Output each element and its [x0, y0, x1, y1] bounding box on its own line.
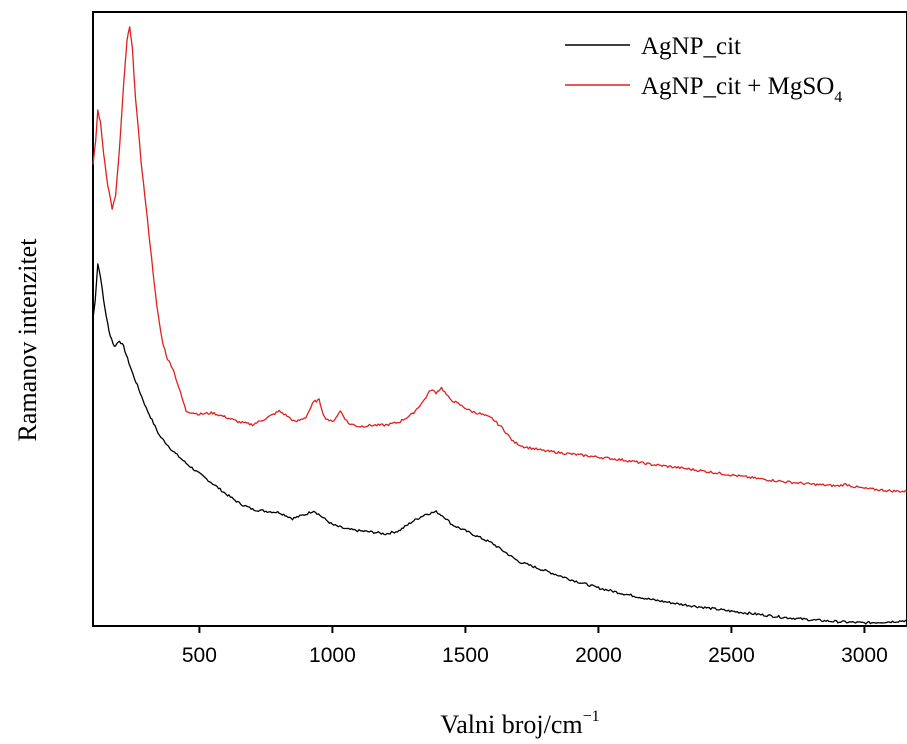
x-tick-label: 1500: [442, 644, 489, 667]
legend-label-subscript: 4: [834, 89, 842, 106]
series-line-agnp-cit: [92, 263, 907, 625]
series-layer: [92, 26, 907, 625]
x-tick-label: 500: [182, 644, 217, 667]
x-axis-title-superscript: −1: [583, 708, 600, 725]
plot-frame: [92, 11, 907, 627]
x-axis-ticks: 500 1000 1500 2000 2500 3000: [182, 626, 888, 667]
x-tick-label: 2500: [708, 644, 755, 667]
x-tick-label: 3000: [841, 644, 888, 667]
y-axis-title: Ramanov intenzitet: [13, 238, 42, 442]
x-tick-label: 2000: [575, 644, 622, 667]
x-axis-title: Valni broj/cm−1: [440, 708, 599, 739]
legend-label-agnp-cit: AgNP_cit: [641, 33, 741, 60]
legend-label-agnp-cit-mgso4: AgNP_cit + MgSO4: [641, 73, 842, 106]
series-line-agnp-cit-mgso4: [92, 26, 907, 493]
legend: AgNP_cit AgNP_cit + MgSO4: [565, 33, 842, 106]
x-tick-label: 1000: [309, 644, 356, 667]
